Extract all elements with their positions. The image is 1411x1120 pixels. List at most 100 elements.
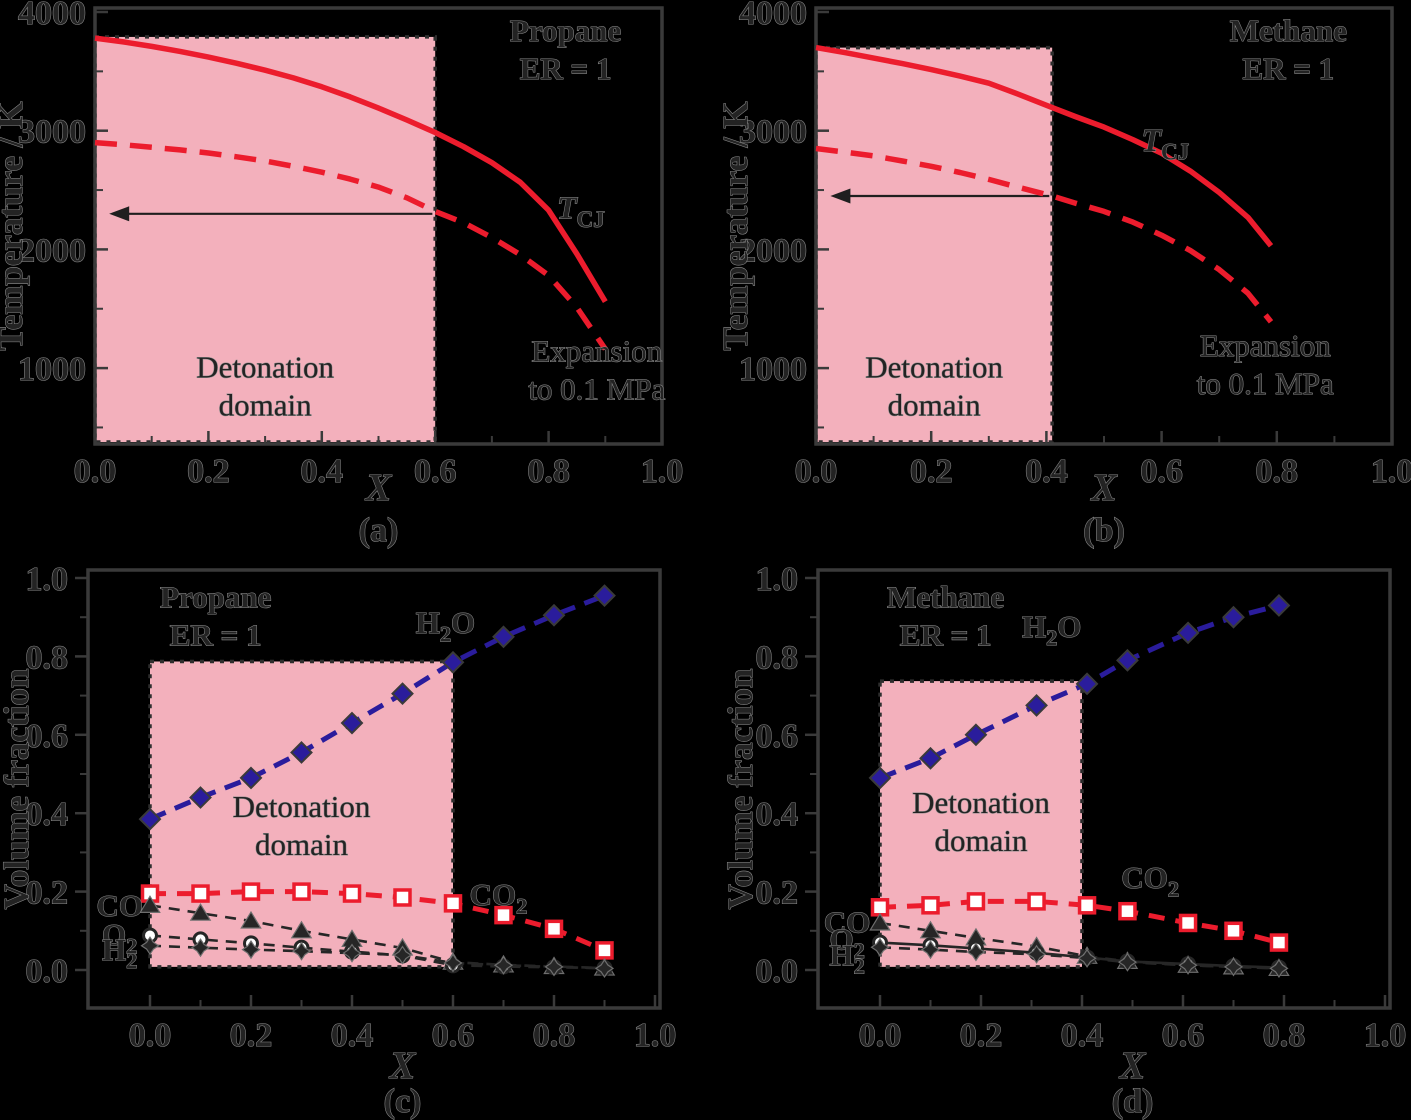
h2o-label: H2O <box>1022 609 1081 650</box>
x-tick-label: 0.6 <box>1140 453 1183 490</box>
series-h2-markers <box>870 937 1289 979</box>
x-tick-label: 0.4 <box>331 1017 374 1054</box>
series-co2-marker <box>241 882 261 901</box>
y-tick-label: 1.0 <box>756 561 799 598</box>
y-tick-label: 0.8 <box>756 639 799 676</box>
panel-c: 0.0 0.2 0.4 0.6 0.8 1.0 0.0 0.2 0.4 0.6 0.8 1.0 X Vol… <box>0 560 677 1120</box>
series-h2-markers <box>140 936 615 979</box>
x-axis-label: X <box>1090 467 1118 509</box>
series-h2o-markers <box>868 594 1291 790</box>
x-tick-label: 0.6 <box>432 1017 475 1054</box>
series-tcj-line <box>94 35 608 304</box>
x-tick-label: 1.0 <box>641 453 684 490</box>
series-h2o-marker <box>1267 594 1291 617</box>
series-h2-marker <box>870 937 890 957</box>
series-h2-marker <box>1117 952 1138 972</box>
panel-title: Methane <box>887 579 1004 614</box>
panel-title: Propane <box>510 13 621 48</box>
series-h2o-marker <box>542 603 566 627</box>
series-h2-marker <box>493 955 514 975</box>
x-tick-label: 0.2 <box>187 453 230 490</box>
series-h2-marker <box>544 957 564 977</box>
x-tick-label: 1.0 <box>634 1017 677 1054</box>
series-co2-marker <box>966 892 986 911</box>
expansion-label: Expansion <box>1200 328 1331 363</box>
panel-caption: (b) <box>1083 512 1125 549</box>
y-tick-label: 2000 <box>18 232 86 269</box>
panel-caption: (d) <box>1112 1083 1154 1120</box>
x-tick-label: 0.8 <box>527 453 570 490</box>
series-h2o-marker <box>239 766 263 790</box>
panel-title: ER = 1 <box>900 617 992 652</box>
series-h2-line <box>879 946 1280 970</box>
x-tick-label: 0.0 <box>74 453 117 490</box>
y-tick-label: 0.6 <box>756 718 799 755</box>
x-tick-label: 0.6 <box>414 453 457 490</box>
x-tick-label: 0.8 <box>1263 1017 1306 1054</box>
x-axis-label: X <box>365 467 393 509</box>
series-co2-marker <box>342 884 362 903</box>
series-h2o-marker <box>290 741 313 764</box>
x-tick-label: 0.6 <box>1162 1017 1205 1054</box>
series-co-marker <box>869 912 891 931</box>
series-co2-marker <box>870 898 890 917</box>
x-tick-label: 0.2 <box>230 1017 273 1054</box>
series-h2o-marker <box>138 807 162 831</box>
series-co2-marker <box>443 894 463 913</box>
series-h2-marker <box>594 958 615 979</box>
y-tick-label: 0.8 <box>26 639 69 676</box>
panel-title: ER = 1 <box>520 51 612 86</box>
domain-arrow-head <box>109 206 130 222</box>
y-tick-label: 4000 <box>739 0 807 32</box>
series-h2-marker <box>1178 955 1198 975</box>
series-o2-line <box>149 934 605 970</box>
series-h2o-marker <box>340 711 364 735</box>
y-axis-label: Temperature / K <box>716 102 755 351</box>
panel-title: ER = 1 <box>1242 51 1334 86</box>
detonation-domain-border <box>878 679 1084 969</box>
x-tick-label: 0.0 <box>795 453 838 490</box>
y-tick-label: 0.0 <box>756 953 799 990</box>
series-co2-marker <box>191 884 210 903</box>
x-tick-label: 0.4 <box>1061 1017 1104 1054</box>
y-tick-label: 0.2 <box>26 875 69 912</box>
series-h2-marker <box>1269 958 1289 979</box>
series-co2-marker <box>1224 921 1243 941</box>
series-h2o-marker <box>492 625 515 649</box>
series-h2o-marker <box>593 584 616 608</box>
tcj-label: TCJ <box>1141 122 1189 165</box>
co-label: CO <box>96 888 143 923</box>
series-co2-line <box>150 889 606 953</box>
y-tick-label: 3000 <box>739 114 807 151</box>
series-h2o-marker <box>868 766 892 790</box>
series-h2-marker <box>966 942 986 962</box>
x-tick-label: 0.4 <box>1025 453 1068 490</box>
detonation-domain-border <box>93 35 437 444</box>
x-tick-label: 0.0 <box>859 1017 902 1054</box>
y-tick-label: 1000 <box>739 351 807 388</box>
y-tick-label: 4000 <box>18 0 86 32</box>
x-tick-label: 0.2 <box>910 453 953 490</box>
x-axis-label: X <box>1119 1045 1147 1087</box>
series-h2o-marker <box>919 746 942 770</box>
series-co2-marker <box>292 882 311 901</box>
detonation-domain-label: Detonation <box>912 785 1050 820</box>
panel-caption: (a) <box>359 512 399 549</box>
series-h2o-marker <box>1025 693 1048 717</box>
series-h2-marker <box>443 953 463 973</box>
series-h2o-marker <box>1075 672 1099 696</box>
series-co-marker <box>139 895 161 913</box>
series-co2-marker <box>1178 913 1198 933</box>
detonation-domain-label: Detonation <box>865 350 1003 385</box>
series-co2-marker <box>595 941 614 960</box>
detonation-domain-label: Detonation <box>233 789 371 824</box>
y-tick-label: 1000 <box>18 351 86 388</box>
series-co2-markers <box>140 882 614 960</box>
plot-frame <box>86 568 662 1010</box>
expansion-label: to 0.1 MPa <box>1197 366 1334 401</box>
h2-label: H2 <box>830 937 865 978</box>
series-h2-marker <box>190 938 211 958</box>
series-h2-marker <box>392 945 413 965</box>
y-tick-label: 0.2 <box>756 875 799 912</box>
